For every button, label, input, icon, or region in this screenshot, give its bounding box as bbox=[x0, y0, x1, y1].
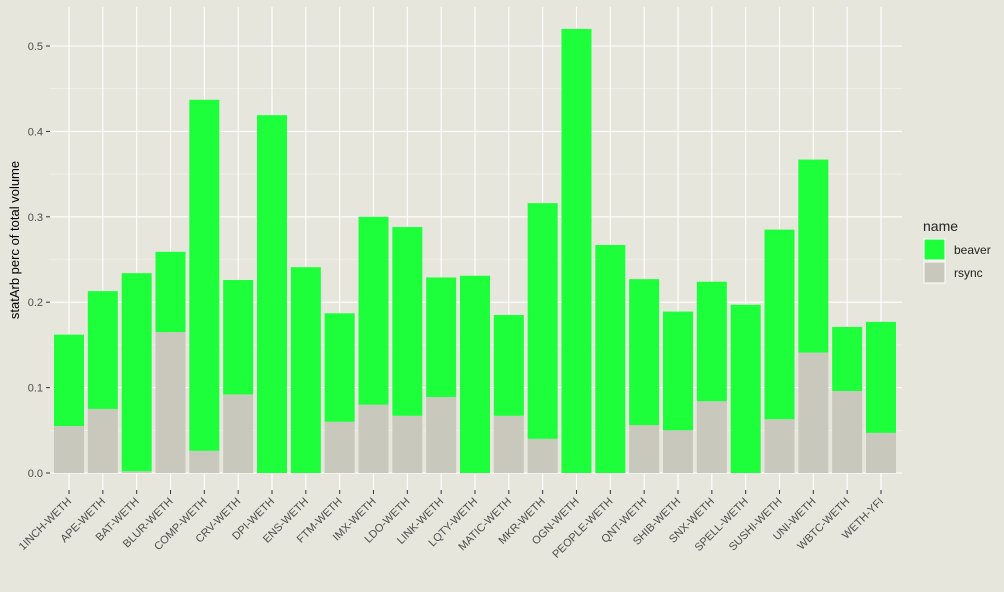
y-tick-label: 0.5 bbox=[28, 41, 43, 53]
x-tick-label: PEOPLE-WETH bbox=[550, 496, 615, 561]
y-axis: 0.0 0.1 0.2 0.3 0.4 0.5 bbox=[28, 41, 50, 480]
bar-rsync bbox=[663, 430, 693, 473]
y-tick-label: 0.3 bbox=[28, 212, 43, 224]
bar-rsync bbox=[121, 471, 152, 473]
legend-label-rsync: rsync bbox=[954, 266, 983, 280]
bar-rsync bbox=[189, 450, 220, 473]
bar-beaver bbox=[832, 326, 863, 392]
bar-beaver bbox=[696, 281, 727, 402]
bar-rsync bbox=[866, 432, 896, 473]
legend-swatch-beaver bbox=[923, 238, 946, 261]
bar-rsync bbox=[223, 394, 254, 473]
bar-rsync bbox=[832, 391, 863, 473]
bar-beaver bbox=[527, 203, 558, 439]
bar-rsync bbox=[87, 408, 118, 473]
legend-swatch-rsync bbox=[923, 261, 946, 284]
bar-rsync bbox=[426, 396, 457, 473]
y-axis-label: statArb perc of total volume bbox=[7, 161, 22, 319]
bar-rsync bbox=[798, 352, 829, 473]
y-tick-label: 0.1 bbox=[28, 383, 43, 395]
bar-rsync bbox=[155, 332, 186, 473]
bar-rsync bbox=[629, 425, 660, 473]
bar-beaver bbox=[155, 251, 186, 333]
bar-rsync bbox=[696, 401, 727, 473]
bar-beaver bbox=[798, 159, 829, 353]
y-tick-label: 0.0 bbox=[28, 468, 43, 480]
bar-rsync bbox=[764, 419, 795, 473]
bar-beaver bbox=[324, 313, 355, 422]
y-tick-label: 0.4 bbox=[28, 126, 43, 138]
legend-title: name bbox=[923, 218, 958, 234]
bar-beaver bbox=[426, 277, 457, 397]
bar-rsync bbox=[358, 404, 389, 473]
bar-beaver bbox=[595, 244, 626, 473]
bar-beaver bbox=[189, 99, 220, 451]
bar-beaver bbox=[121, 273, 152, 472]
legend-label-beaver: beaver bbox=[954, 243, 991, 257]
y-tick-label: 0.2 bbox=[28, 297, 43, 309]
bar-rsync bbox=[493, 415, 524, 473]
bar-beaver bbox=[223, 279, 254, 395]
bar-beaver bbox=[257, 115, 287, 473]
bar-rsync bbox=[54, 426, 84, 473]
bar-beaver bbox=[392, 227, 423, 416]
bar-rsync bbox=[527, 438, 558, 473]
x-axis: 1INCH-WETHAPE-WETHBAT-WETHBLUR-WETHCOMP-… bbox=[17, 490, 886, 561]
bar-beaver bbox=[866, 321, 896, 433]
bar-beaver bbox=[358, 216, 389, 405]
bar-beaver bbox=[87, 291, 118, 409]
bar-beaver bbox=[629, 279, 660, 426]
bar-beaver bbox=[764, 229, 795, 420]
legend: name beaver rsync bbox=[923, 218, 991, 284]
bar-beaver bbox=[561, 28, 592, 473]
bar-beaver bbox=[290, 267, 321, 473]
bar-beaver bbox=[54, 334, 84, 427]
bar-beaver bbox=[460, 275, 490, 473]
bar-beaver bbox=[493, 315, 524, 416]
bar-beaver bbox=[730, 304, 761, 473]
bars bbox=[54, 28, 896, 473]
bar-rsync bbox=[324, 421, 355, 473]
bar-beaver bbox=[663, 311, 693, 431]
bar-rsync bbox=[392, 415, 423, 473]
